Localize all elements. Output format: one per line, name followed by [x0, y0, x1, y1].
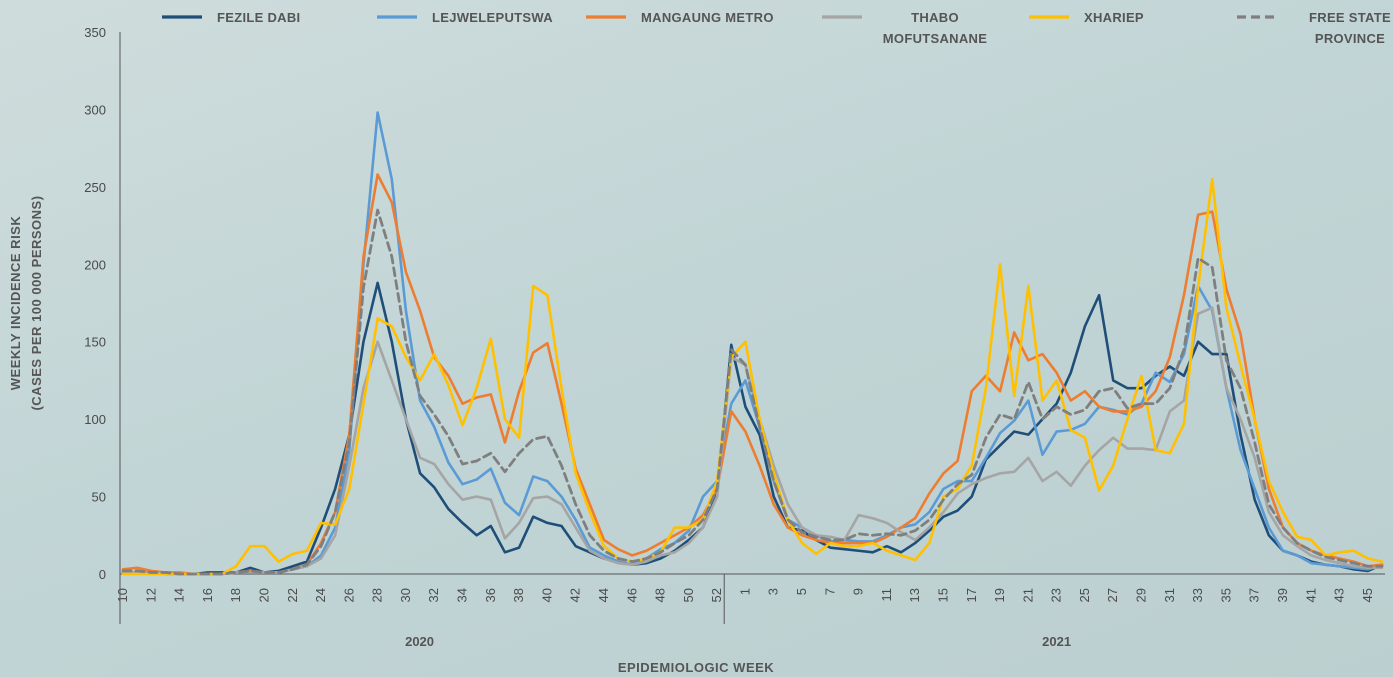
legend-label: FREE STATE [1309, 10, 1391, 25]
legend-item: FREE STATE PROVINCE [1237, 10, 1391, 46]
x-tick-label: 20 [256, 588, 271, 602]
x-tick-label: 24 [313, 588, 328, 602]
x-tick-label: 43 [1332, 588, 1347, 602]
y-axis-title-line: (CASES PER 100 000 PERSONS) [29, 195, 44, 410]
x-tick-label: 23 [1049, 588, 1064, 602]
x-tick-label: 26 [341, 588, 356, 602]
x-tick-label: 35 [1218, 588, 1233, 602]
legend-item: THABO MOFUTSANANE [822, 10, 987, 46]
x-tick-label: 34 [455, 588, 470, 602]
x-tick-label: 7 [822, 588, 837, 595]
x-tick-label: 31 [1162, 588, 1177, 602]
x-tick-label: 19 [992, 588, 1007, 602]
x-tick-label: 28 [370, 588, 385, 602]
x-tick-label: 41 [1303, 588, 1318, 602]
x-tick-label: 44 [596, 588, 611, 602]
x-tick-label: 33 [1190, 588, 1205, 602]
x-tick-label: 21 [1020, 588, 1035, 602]
legend-label: FEZILE DABI [217, 10, 300, 25]
y-tick-label: 350 [84, 25, 106, 40]
y-tick-label: 150 [84, 335, 106, 350]
series-line [121, 306, 1384, 576]
legend-label: MOFUTSANANE [883, 31, 987, 46]
x-tick-label: 11 [879, 588, 894, 602]
x-tick-label: 50 [681, 588, 696, 602]
x-tick-label: 18 [228, 588, 243, 602]
y-tick-label: 50 [92, 490, 106, 505]
x-tick-label: 5 [794, 588, 809, 595]
legend-item: MANGAUNG METRO [586, 10, 774, 25]
x-tick-label: 39 [1275, 588, 1290, 602]
year-label: 2021 [1042, 634, 1071, 649]
x-tick-label: 14 [172, 588, 187, 602]
x-tick-label: 40 [539, 588, 554, 602]
legend-item: LEJWELEPUTSWA [377, 10, 553, 25]
x-axis-title: EPIDEMIOLOGIC WEEK [618, 660, 774, 675]
x-tick-label: 22 [285, 588, 300, 602]
y-tick-label: 200 [84, 257, 106, 272]
x-tick-label: 12 [143, 588, 158, 602]
series-line [121, 177, 1384, 576]
year-label: 2020 [405, 634, 434, 649]
x-tick-label: 36 [483, 588, 498, 602]
y-tick-label: 0 [99, 567, 106, 582]
x-tick-label: 52 [709, 588, 724, 602]
legend-label: THABO [911, 10, 959, 25]
series-line [121, 111, 1384, 576]
series-line [121, 208, 1384, 576]
x-tick-label: 27 [1105, 588, 1120, 602]
x-tick-label: 9 [851, 588, 866, 595]
x-tick-label: 3 [766, 588, 781, 595]
x-tick-label: 25 [1077, 588, 1092, 602]
x-tick-label: 10 [115, 588, 130, 602]
y-axis-title-line: WEEKLY INCIDENCE RISK [8, 216, 23, 391]
x-axis: 10 12 14 16 18 20 22 24 26 28 30 32 34 36 38 40 42 44 46 48… [115, 573, 1385, 649]
x-tick-label: 13 [907, 588, 922, 602]
plot-area [121, 111, 1384, 576]
legend-label: XHARIEP [1084, 10, 1144, 25]
x-tick-label: 16 [200, 588, 215, 602]
x-tick-label: 17 [964, 588, 979, 602]
x-tick-label: 15 [935, 588, 950, 602]
x-tick-label: 30 [398, 588, 413, 602]
x-tick-label: 29 [1134, 588, 1149, 602]
legend-label: MANGAUNG METRO [641, 10, 774, 25]
x-tick-label: 37 [1247, 588, 1262, 602]
y-tick-label: 300 [84, 102, 106, 117]
legend-item: FEZILE DABI [162, 10, 300, 25]
legend: FEZILE DABI LEJWELEPUTSWA MANGAUNG METRO TH… [162, 10, 1391, 46]
legend-label: LEJWELEPUTSWA [432, 10, 553, 25]
legend-label: PROVINCE [1315, 31, 1385, 46]
x-tick-label: 46 [624, 588, 639, 602]
legend-item: XHARIEP [1029, 10, 1144, 25]
series-line [121, 281, 1384, 576]
x-tick-label: 32 [426, 588, 441, 602]
y-tick-label: 100 [84, 412, 106, 427]
y-tick-label: 250 [84, 180, 106, 195]
x-tick-label: 48 [653, 588, 668, 602]
x-tick-label: 1 [737, 588, 752, 595]
y-axis: 0 50 100 150 200 250 300 350 [84, 25, 121, 582]
y-axis-title: WEEKLY INCIDENCE RISK (CASES PER 100 000 … [8, 195, 44, 410]
x-tick-label: 42 [568, 588, 583, 602]
x-tick-label: 38 [511, 588, 526, 602]
x-tick-label: 45 [1360, 588, 1375, 602]
